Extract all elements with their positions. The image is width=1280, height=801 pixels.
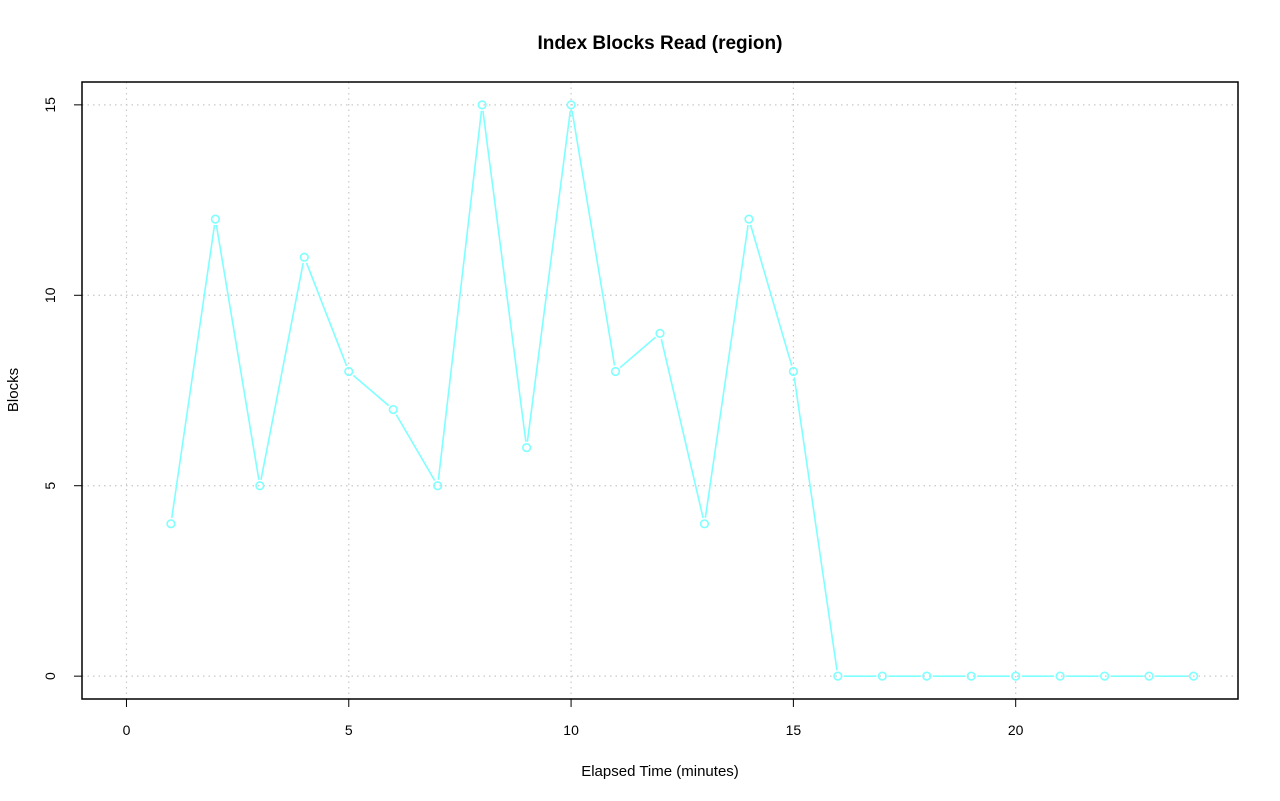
data-point [655, 328, 665, 338]
x-tick-label: 10 [563, 722, 579, 738]
x-axis: 0 5 10 15 20 [123, 698, 1024, 738]
y-tick-label: 10 [42, 287, 58, 303]
data-point [788, 366, 798, 377]
y-axis-label: Blocks [5, 368, 22, 412]
series-line-segment [352, 374, 390, 407]
data-point [299, 252, 309, 262]
data-point [922, 671, 932, 681]
series-line-segment [619, 336, 656, 369]
series-line-segment [437, 110, 483, 480]
x-tick-label: 15 [786, 722, 802, 738]
data-point [477, 100, 487, 110]
data-point [344, 366, 354, 377]
x-tick-label: 0 [123, 722, 131, 738]
series-line-segment [395, 414, 436, 481]
series-line-segment [215, 224, 260, 480]
data-point [1011, 671, 1021, 681]
series-layer [166, 100, 1199, 681]
data-point [210, 214, 220, 224]
data-point [610, 366, 621, 377]
series-line-segment [305, 262, 348, 367]
series-line-segment [482, 110, 527, 442]
grid-lines [82, 82, 1238, 699]
data-point [433, 481, 443, 491]
series-line-segment [170, 224, 216, 518]
data-point [744, 214, 754, 224]
data-point [877, 671, 887, 681]
series-line-segment [749, 224, 793, 366]
series-line-segment [260, 262, 304, 480]
x-tick-label: 5 [345, 722, 353, 738]
data-point [1144, 671, 1154, 681]
data-point [166, 519, 176, 529]
data-point [833, 671, 843, 681]
data-point [388, 404, 398, 415]
plot-frame [81, 81, 1239, 700]
data-point [1188, 671, 1199, 681]
series-line-segment [571, 110, 616, 366]
series-line-segment [526, 110, 572, 442]
y-tick-label: 15 [42, 97, 58, 113]
x-tick-label: 20 [1008, 722, 1024, 738]
y-tick-label: 5 [42, 482, 58, 490]
y-axis: 0 5 10 15 [42, 97, 83, 680]
y-tick-label: 0 [42, 672, 58, 680]
series-line-segment [704, 224, 749, 518]
series-line-segment [793, 377, 838, 671]
data-point [699, 519, 710, 529]
series-line-segment [660, 339, 704, 519]
data-point [1055, 671, 1065, 681]
chart-title: Index Blocks Read (region) [538, 33, 783, 54]
x-axis-label: Elapsed Time (minutes) [581, 763, 739, 780]
data-point [966, 671, 976, 681]
data-point [566, 100, 576, 110]
data-point [1100, 671, 1110, 681]
data-point [255, 481, 265, 491]
data-point [522, 443, 532, 453]
